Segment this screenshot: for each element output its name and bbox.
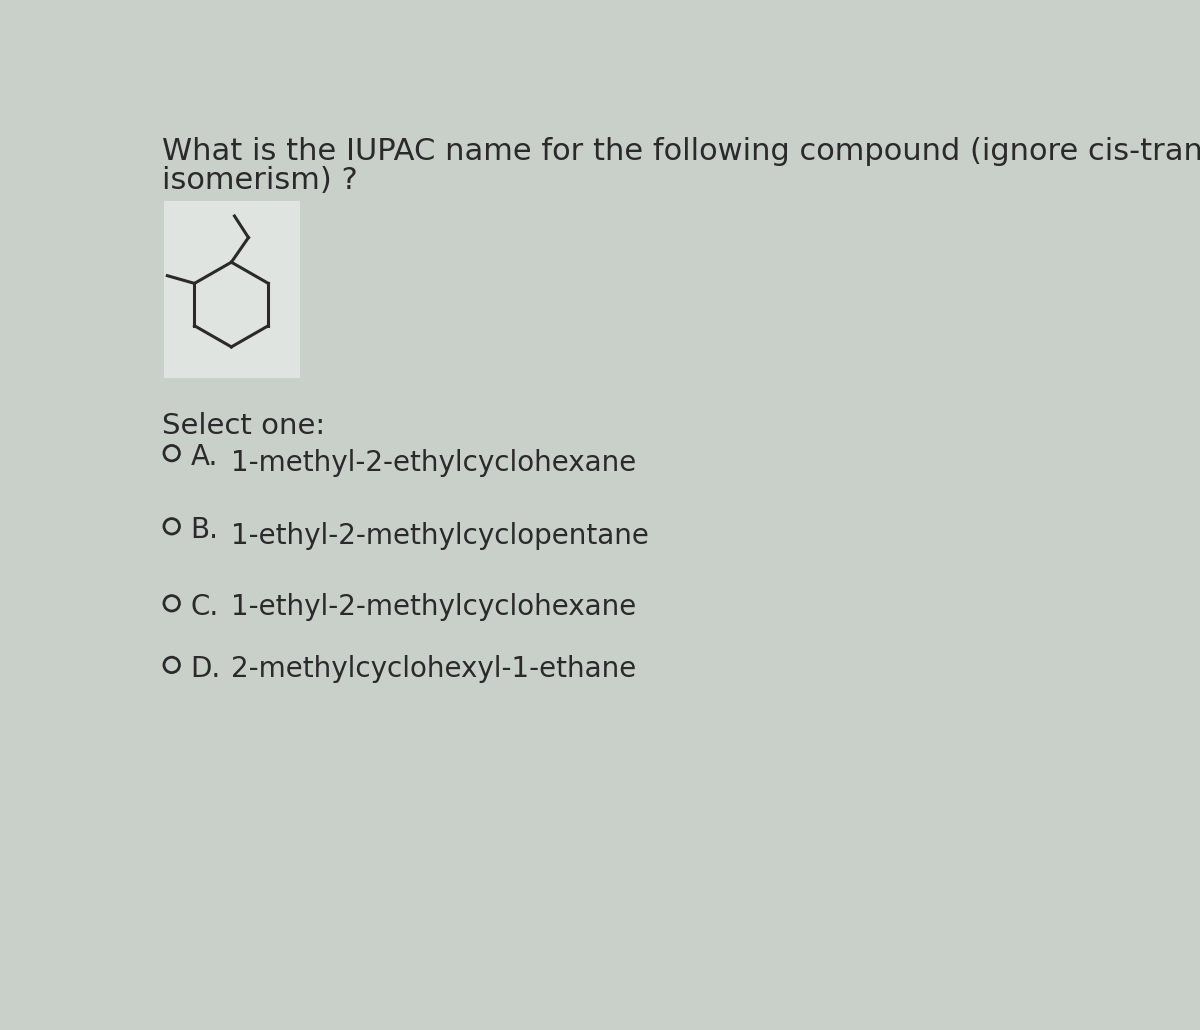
FancyBboxPatch shape [164, 201, 300, 378]
Text: 2-methylcyclohexyl-1-ethane: 2-methylcyclohexyl-1-ethane [232, 655, 637, 683]
Text: Select one:: Select one: [162, 412, 325, 441]
Text: C.: C. [191, 593, 218, 621]
Text: What is the IUPAC name for the following compound (ignore cis-trans: What is the IUPAC name for the following… [162, 137, 1200, 167]
Text: D.: D. [191, 655, 221, 683]
Text: 1-ethyl-2-methylcyclohexane: 1-ethyl-2-methylcyclohexane [232, 593, 637, 621]
Text: 1-ethyl-2-methylcyclopentane: 1-ethyl-2-methylcyclopentane [232, 522, 649, 550]
Text: 1-methyl-2-ethylcyclohexane: 1-methyl-2-ethylcyclohexane [232, 449, 637, 477]
Text: A.: A. [191, 443, 217, 471]
Text: B.: B. [191, 516, 218, 544]
Text: isomerism) ?: isomerism) ? [162, 166, 358, 195]
